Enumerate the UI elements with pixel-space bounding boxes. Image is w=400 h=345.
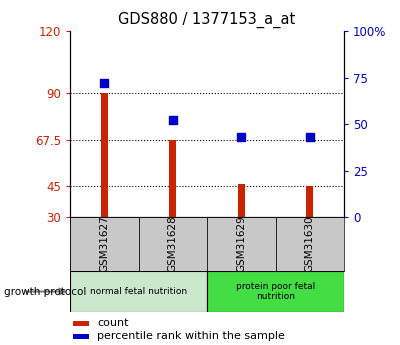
Point [170, 118, 176, 123]
Text: GSM31629: GSM31629 [236, 216, 246, 273]
Bar [207, 217, 276, 271]
Text: GSM31628: GSM31628 [168, 216, 178, 273]
Point [238, 135, 244, 140]
Bar [276, 217, 344, 271]
Bar [238, 184, 245, 217]
Text: count: count [98, 318, 129, 328]
Text: GSM31630: GSM31630 [305, 216, 315, 273]
Text: protein poor fetal
nutrition: protein poor fetal nutrition [236, 282, 315, 301]
Text: growth protocol: growth protocol [4, 287, 86, 296]
Bar [207, 271, 344, 312]
Bar [73, 321, 89, 326]
Bar [306, 186, 313, 217]
Text: GSM31627: GSM31627 [99, 216, 109, 273]
Text: normal fetal nutrition: normal fetal nutrition [90, 287, 187, 296]
Bar [73, 334, 89, 339]
Bar [138, 217, 207, 271]
Text: percentile rank within the sample: percentile rank within the sample [98, 331, 285, 341]
Point [101, 80, 108, 86]
Bar [70, 217, 138, 271]
Bar [169, 140, 176, 217]
Bar [101, 93, 108, 217]
Title: GDS880 / 1377153_a_at: GDS880 / 1377153_a_at [118, 12, 296, 28]
Bar [70, 271, 207, 312]
Point [306, 135, 313, 140]
